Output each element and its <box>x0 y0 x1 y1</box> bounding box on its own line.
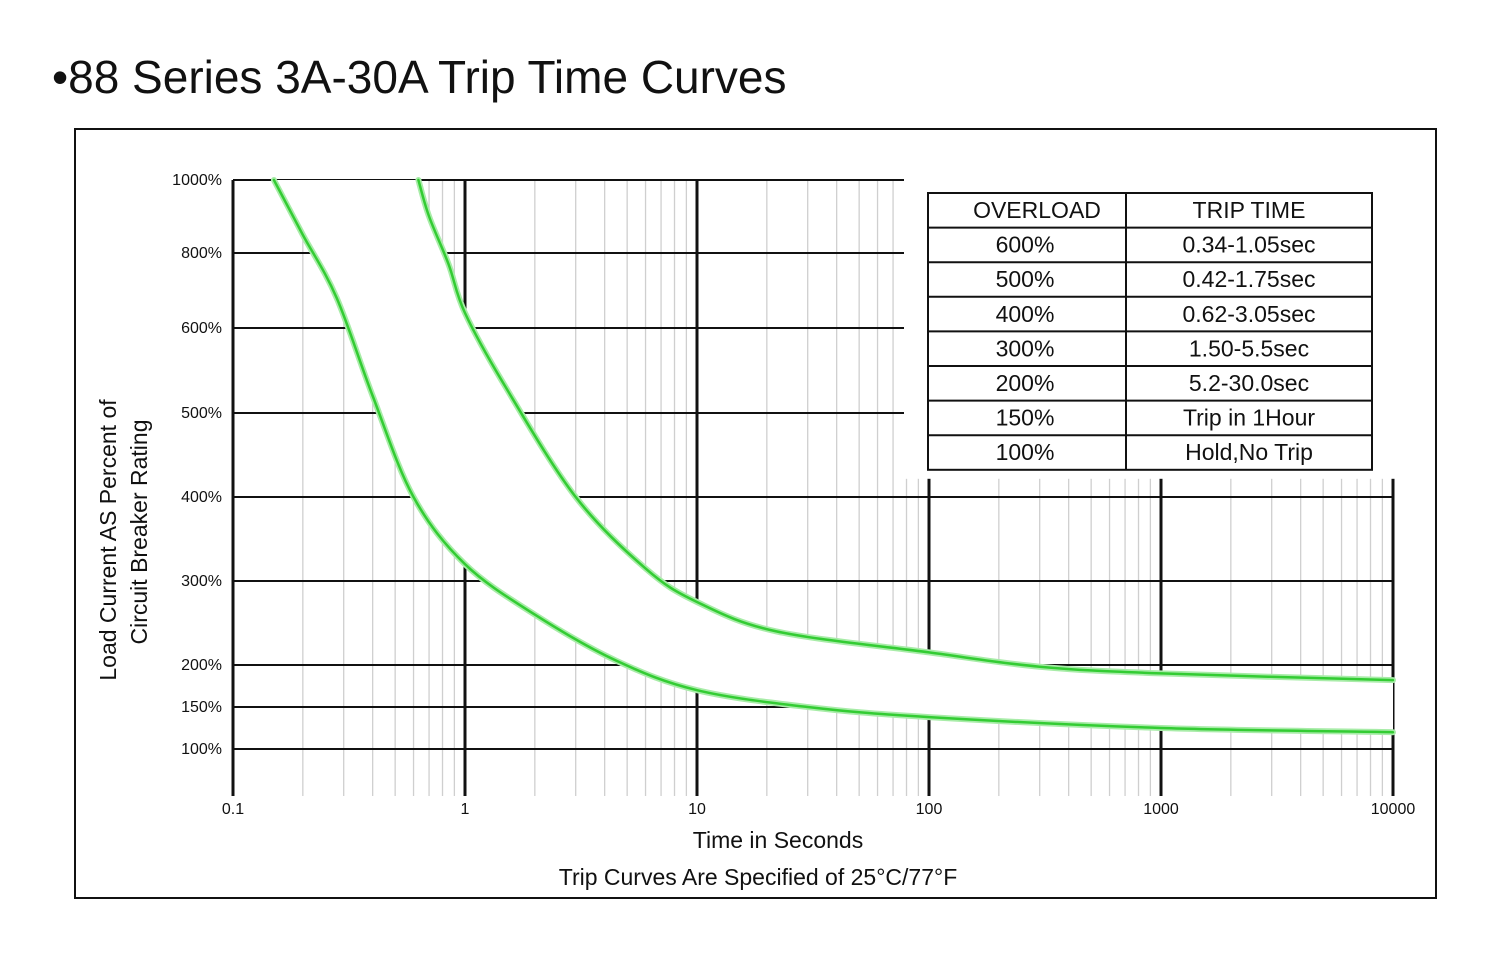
chart-frame: 1000% 800% 600% 500% 400% 300% 200% 150% 100% 0.… <box>74 128 1437 899</box>
page-title: •88 Series 3A-30A Trip Time Curves <box>52 51 787 103</box>
y-tick-label: 100% <box>181 741 222 758</box>
y-tick-label: 400% <box>181 489 222 506</box>
trip-curve-upper <box>417 178 1395 682</box>
table-cell-trip-time: 5.2-30.0sec <box>1189 370 1309 396</box>
x-tick-label: 10 <box>688 801 706 818</box>
table-background <box>904 176 1396 479</box>
table-cell-overload: 500% <box>996 266 1055 292</box>
x-axis-title: Time in Seconds <box>693 827 863 853</box>
table-cell-overload: 150% <box>996 405 1055 431</box>
chart-subtitle: Trip Curves Are Specified of 25°C/77°F <box>559 864 958 890</box>
y-tick-label: 800% <box>181 245 222 262</box>
y-tick-label: 300% <box>181 573 222 590</box>
table-cell-trip-time: 0.42-1.75sec <box>1183 266 1316 292</box>
table-header-overload: OVERLOAD <box>973 197 1101 223</box>
table-cell-overload: 100% <box>996 439 1055 465</box>
y-tick-label: 150% <box>181 699 222 716</box>
x-tick-label: 1 <box>461 801 470 818</box>
y-axis-title-line1: Load Current AS Percent of <box>95 399 121 681</box>
table-header-trip-time: TRIP TIME <box>1193 197 1306 223</box>
y-tick-label: 200% <box>181 657 222 674</box>
table-cell-trip-time: Trip in 1Hour <box>1183 405 1315 431</box>
trip-curve-lower <box>272 178 1395 734</box>
table-cell-overload: 200% <box>996 370 1055 396</box>
y-tick-label: 600% <box>181 320 222 337</box>
trip-curve-chart: 1000% 800% 600% 500% 400% 300% 200% 150% 100% 0.… <box>76 130 1435 897</box>
table-cell-trip-time: 0.62-3.05sec <box>1183 301 1316 327</box>
table-cell-trip-time: 1.50-5.5sec <box>1189 335 1309 361</box>
x-tick-label: 1000 <box>1143 801 1179 818</box>
x-tick-label: 100 <box>916 801 943 818</box>
table-cell-trip-time: Hold,No Trip <box>1185 439 1313 465</box>
y-tick-label: 1000% <box>172 172 222 189</box>
table-cell-overload: 600% <box>996 232 1055 258</box>
table-cell-overload: 400% <box>996 301 1055 327</box>
y-axis-title-line2: Circuit Breaker Rating <box>126 420 152 645</box>
table-cell-trip-time: 0.34-1.05sec <box>1183 232 1316 258</box>
x-tick-label: 0.1 <box>222 801 244 818</box>
trip-band-fill <box>273 180 1393 733</box>
x-tick-label: 10000 <box>1371 801 1416 818</box>
y-tick-label: 500% <box>181 405 222 422</box>
table-cell-overload: 300% <box>996 335 1055 361</box>
